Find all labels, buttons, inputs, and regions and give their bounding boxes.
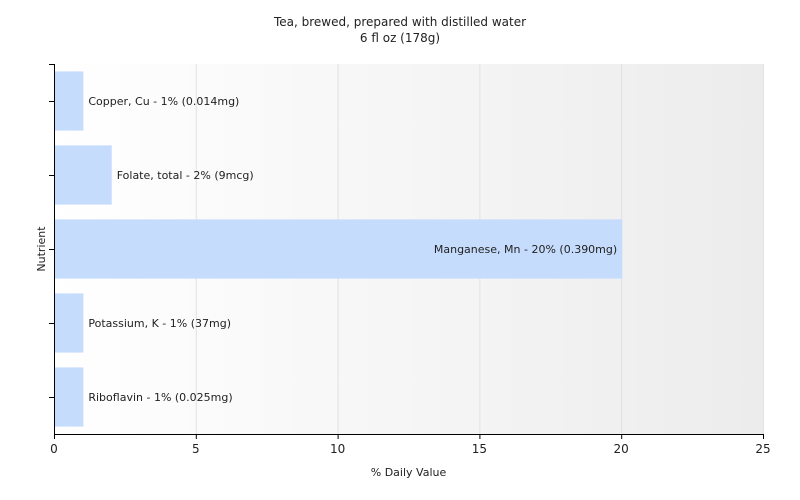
chart-subtitle: 6 fl oz (178g) <box>359 31 441 45</box>
bar <box>55 219 623 279</box>
x-tick-label: 15 <box>472 442 487 456</box>
bar <box>55 145 112 205</box>
y-axis-title: Nutrient <box>35 226 48 272</box>
bar-label: Copper, Cu - 1% (0.014mg) <box>88 95 239 108</box>
bar <box>55 71 84 131</box>
chart-title: Tea, brewed, prepared with distilled wat… <box>273 15 527 29</box>
x-tick-label: 0 <box>50 442 58 456</box>
x-tick-label: 5 <box>192 442 200 456</box>
bar <box>55 293 84 353</box>
axes: 0 5 10 15 20 25 <box>49 64 771 456</box>
bar-label: Folate, total - 2% (9mcg) <box>117 169 254 182</box>
bar-label: Manganese, Mn - 20% (0.390mg) <box>434 243 617 256</box>
x-tick-label: 25 <box>755 442 770 456</box>
bars: Copper, Cu - 1% (0.014mg) Folate, total -… <box>55 71 623 427</box>
x-tick-label: 20 <box>614 442 629 456</box>
x-axis-title: % Daily Value <box>371 466 447 479</box>
x-tick-label: 10 <box>330 442 345 456</box>
bar-label: Potassium, K - 1% (37mg) <box>88 317 231 330</box>
bar-label: Riboflavin - 1% (0.025mg) <box>88 391 232 404</box>
chart-title-block: Tea, brewed, prepared with distilled wat… <box>0 14 800 46</box>
bar <box>55 367 84 427</box>
